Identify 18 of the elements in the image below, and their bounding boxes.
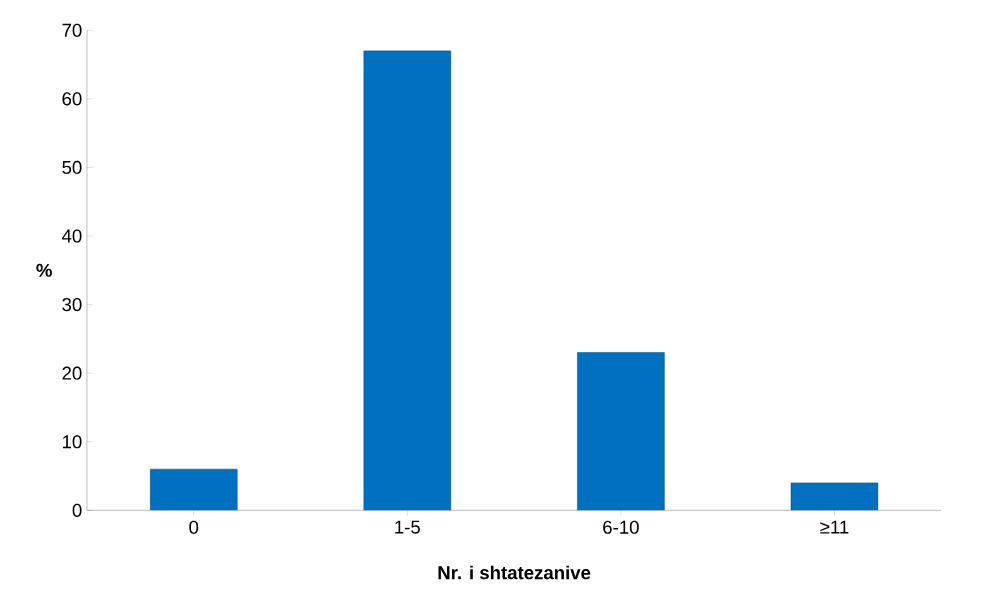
x-axis-title: Nr. i shtatezanive (438, 565, 591, 580)
x-tick-label: 0 (189, 520, 199, 534)
bar (790, 482, 879, 511)
bar (149, 468, 238, 511)
bar (363, 50, 452, 511)
y-tick-label: 20 (62, 366, 82, 380)
x-tick-label: 1-5 (395, 520, 420, 534)
x-tick-label: ≥11 (820, 520, 849, 534)
y-tick-label: 0 (72, 503, 82, 517)
y-tick-label: 60 (62, 92, 82, 106)
bar (577, 352, 665, 511)
y-tick-label: 30 (62, 297, 82, 312)
y-axis-title: % (36, 263, 52, 277)
y-tick-label: 50 (62, 160, 82, 174)
y-tick-label: 10 (62, 435, 82, 449)
x-tick-label: 6-10 (603, 520, 639, 534)
y-tick-label: 70 (62, 23, 82, 37)
y-tick-label: 40 (61, 229, 82, 243)
